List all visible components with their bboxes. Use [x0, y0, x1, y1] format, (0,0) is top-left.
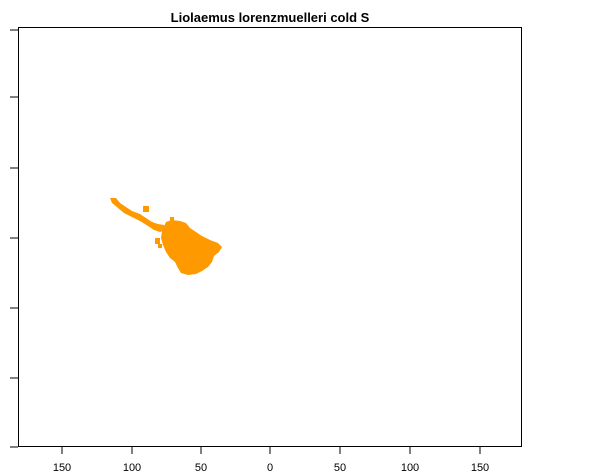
y-axis-ticks [10, 29, 18, 448]
predicted-range [110, 198, 222, 275]
x-tick-label: 150 [52, 462, 72, 474]
x-tick-label: 100 [400, 462, 420, 474]
map-title: Liolaemus lorenzmuelleri cold S [170, 10, 370, 25]
range-patch [126, 210, 130, 214]
x-tick-label: 50 [333, 462, 347, 474]
plot-area [18, 27, 522, 447]
range-main-blob [161, 220, 222, 275]
x-tick-label: 150 [470, 462, 490, 474]
range-patch [170, 217, 174, 221]
range-central-america [110, 198, 166, 232]
x-axis-ticks [61, 447, 481, 454]
range-patch [143, 206, 149, 212]
x-tick-label: 100 [122, 462, 142, 474]
x-tick-label: 50 [194, 462, 208, 474]
range-patch [155, 238, 160, 244]
x-tick-label: 0 [266, 462, 274, 474]
range-patch [158, 244, 162, 248]
range-patch [150, 222, 153, 225]
